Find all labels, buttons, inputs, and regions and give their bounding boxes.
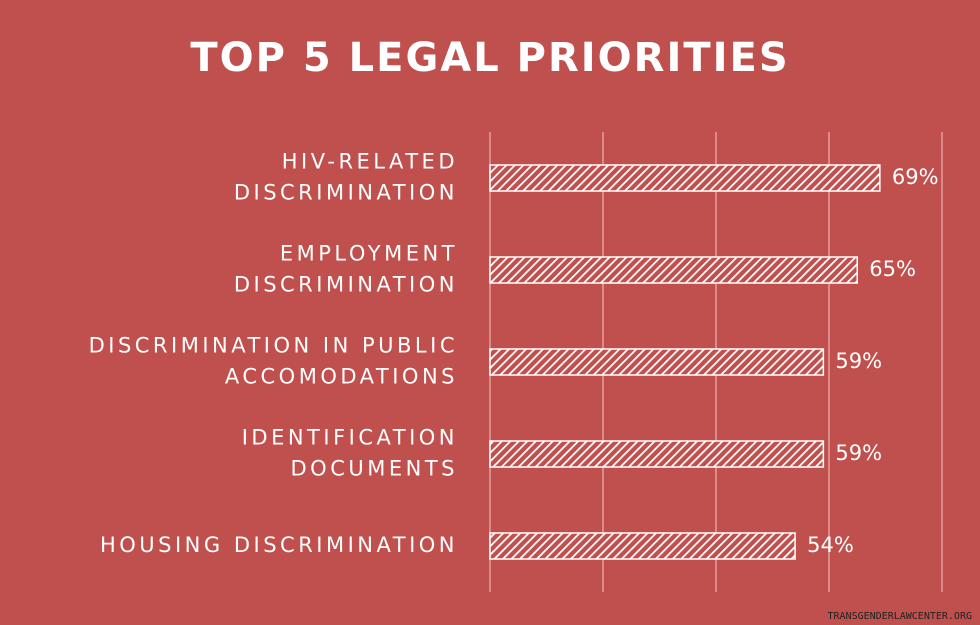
- y-tick-label-line: EMPLOYMENT: [280, 242, 458, 266]
- y-tick-label: EMPLOYMENT DISCRIMINATION: [234, 242, 458, 297]
- y-tick-label-line: DISCRIMINATION IN PUBLIC: [89, 334, 458, 358]
- bar: [489, 348, 825, 376]
- y-tick-label-line: ACCOMODATIONS: [225, 365, 458, 389]
- y-tick-label: IDENTIFICATION DOCUMENTS: [242, 426, 458, 481]
- y-tick-label-line: DISCRIMINATION: [234, 181, 458, 205]
- value-label: 69%: [892, 165, 939, 189]
- value-label: 59%: [835, 349, 882, 373]
- source: TRANSGENDERLAWCENTER.ORG: [828, 611, 973, 622]
- value-label: 59%: [835, 441, 882, 465]
- bar: [489, 532, 796, 560]
- value-label: 54%: [807, 533, 854, 557]
- y-tick-label-line: DOCUMENTS: [291, 457, 459, 481]
- bar: [489, 256, 858, 284]
- value-label: 65%: [869, 257, 916, 281]
- y-tick-label-line: DISCRIMINATION: [234, 273, 458, 297]
- bar: [489, 440, 825, 468]
- y-tick-label-line: IDENTIFICATION: [242, 426, 458, 450]
- y-tick-label-line: HIV-RELATED: [282, 150, 458, 174]
- y-tick-label: HOUSING DISCRIMINATION: [100, 533, 458, 557]
- chart-title: TOP 5 LEGAL PRIORITIES: [190, 35, 789, 81]
- y-tick-label: HIV-RELATED DISCRIMINATION: [234, 150, 458, 205]
- bar: [489, 164, 881, 192]
- y-tick-label-line: HOUSING DISCRIMINATION: [100, 533, 458, 557]
- y-tick-label: DISCRIMINATION IN PUBLIC ACCOMODATIONS: [89, 334, 458, 389]
